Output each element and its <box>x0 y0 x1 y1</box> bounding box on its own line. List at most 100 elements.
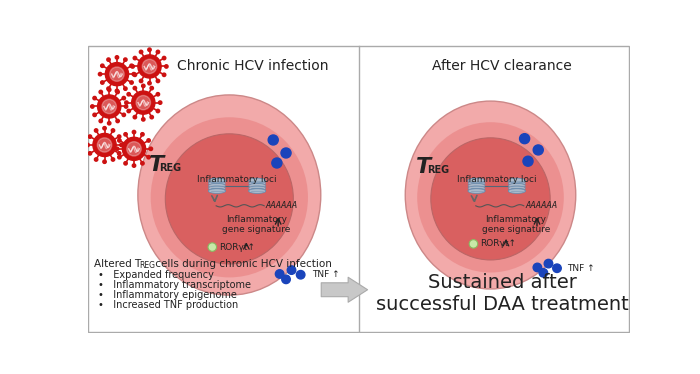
Ellipse shape <box>248 189 266 193</box>
Circle shape <box>141 162 144 165</box>
Circle shape <box>127 142 141 156</box>
Circle shape <box>102 99 116 114</box>
Circle shape <box>120 143 123 147</box>
Ellipse shape <box>248 186 266 191</box>
Circle shape <box>164 65 168 68</box>
Circle shape <box>139 50 143 53</box>
Text: AAAAAA: AAAAAA <box>266 201 298 210</box>
Text: T: T <box>148 155 164 175</box>
Ellipse shape <box>209 181 225 186</box>
Circle shape <box>118 152 121 155</box>
Circle shape <box>162 56 166 60</box>
Ellipse shape <box>468 189 485 193</box>
Ellipse shape <box>209 188 225 193</box>
Circle shape <box>282 275 290 283</box>
Circle shape <box>111 158 115 161</box>
Circle shape <box>111 129 115 132</box>
Circle shape <box>156 50 160 53</box>
Text: cells during chronic HCV infection: cells during chronic HCV infection <box>152 259 332 269</box>
Text: REG: REG <box>160 163 182 173</box>
Text: Chronic HCV infection: Chronic HCV infection <box>177 59 328 73</box>
Circle shape <box>131 65 134 68</box>
Circle shape <box>162 73 166 77</box>
Text: •   Expanded frequency: • Expanded frequency <box>98 270 214 280</box>
Circle shape <box>141 84 145 88</box>
Circle shape <box>97 138 112 152</box>
Circle shape <box>133 73 136 77</box>
Circle shape <box>118 135 121 138</box>
Circle shape <box>132 131 136 134</box>
Text: Sustained after
successful DAA treatment: Sustained after successful DAA treatment <box>376 273 629 314</box>
Circle shape <box>156 109 160 113</box>
Ellipse shape <box>468 181 485 186</box>
Text: Inflammatory loci: Inflammatory loci <box>197 175 277 184</box>
Circle shape <box>139 79 143 83</box>
Ellipse shape <box>209 186 225 191</box>
Text: Inflammatory
gene signature: Inflammatory gene signature <box>482 215 550 234</box>
Circle shape <box>94 158 98 161</box>
Ellipse shape <box>468 186 485 191</box>
Circle shape <box>136 95 150 110</box>
Circle shape <box>133 86 136 90</box>
Ellipse shape <box>209 184 225 188</box>
Circle shape <box>122 96 125 100</box>
Circle shape <box>97 95 121 118</box>
Ellipse shape <box>508 188 526 193</box>
Circle shape <box>130 64 133 67</box>
Ellipse shape <box>248 181 266 186</box>
Circle shape <box>544 260 553 268</box>
Circle shape <box>158 101 162 104</box>
Circle shape <box>101 81 104 84</box>
Circle shape <box>148 48 151 51</box>
Text: REG: REG <box>139 261 155 270</box>
Circle shape <box>86 143 90 147</box>
Text: Altered T: Altered T <box>94 259 141 269</box>
Circle shape <box>103 160 106 163</box>
Text: TNF ↑: TNF ↑ <box>567 264 595 273</box>
Ellipse shape <box>248 188 266 193</box>
Ellipse shape <box>248 178 266 183</box>
Ellipse shape <box>508 181 526 186</box>
FancyArrowPatch shape <box>321 277 368 302</box>
Circle shape <box>523 156 533 166</box>
Circle shape <box>88 152 92 155</box>
Circle shape <box>147 156 150 159</box>
Ellipse shape <box>150 117 308 278</box>
Text: RORγt↑: RORγt↑ <box>219 243 256 252</box>
Circle shape <box>99 90 102 94</box>
Ellipse shape <box>508 189 526 193</box>
Circle shape <box>150 116 153 119</box>
Ellipse shape <box>508 178 526 183</box>
Circle shape <box>116 90 119 94</box>
Circle shape <box>268 135 279 145</box>
Circle shape <box>519 134 530 144</box>
Circle shape <box>88 135 92 138</box>
Circle shape <box>99 73 101 76</box>
Ellipse shape <box>165 134 293 264</box>
Text: •   Increased TNF production: • Increased TNF production <box>98 300 239 310</box>
Circle shape <box>296 270 305 279</box>
Circle shape <box>132 73 136 76</box>
Text: After HCV clearance: After HCV clearance <box>433 59 572 73</box>
Circle shape <box>132 91 155 114</box>
Ellipse shape <box>508 184 526 188</box>
Circle shape <box>208 243 216 251</box>
Circle shape <box>118 139 121 142</box>
Circle shape <box>107 58 110 61</box>
Circle shape <box>124 133 127 136</box>
Circle shape <box>93 113 97 117</box>
Circle shape <box>116 56 119 59</box>
Circle shape <box>116 147 119 150</box>
Circle shape <box>94 129 98 132</box>
Circle shape <box>125 105 128 108</box>
Circle shape <box>93 96 97 100</box>
Ellipse shape <box>248 178 266 183</box>
Ellipse shape <box>138 95 321 295</box>
Circle shape <box>124 87 127 91</box>
Circle shape <box>99 119 102 123</box>
Text: •   Inflammatory epigenome: • Inflammatory epigenome <box>98 290 237 300</box>
Circle shape <box>149 147 153 150</box>
Ellipse shape <box>508 186 526 191</box>
Circle shape <box>116 119 119 123</box>
Text: TNF ↑: TNF ↑ <box>312 270 340 279</box>
